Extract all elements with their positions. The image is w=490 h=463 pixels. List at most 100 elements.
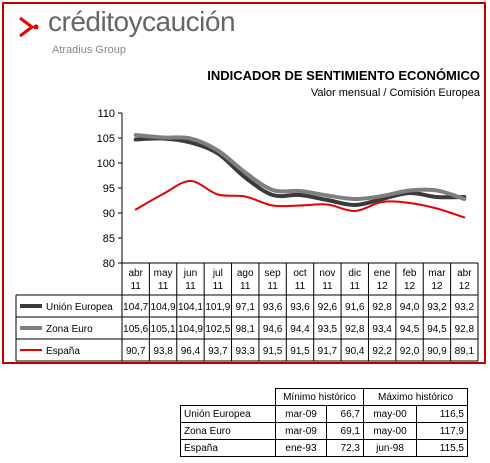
- table-row: España ene-93 72,3 jun-98 115,5: [180, 439, 468, 457]
- historical-table: Mínimo histórico Máximo histórico Unión …: [180, 388, 468, 457]
- data-label: 104,7: [123, 302, 148, 313]
- data-label: 90,9: [427, 346, 447, 357]
- x-tick-label-year: 11: [322, 281, 333, 292]
- max-value: 116,5: [416, 405, 468, 423]
- max-value: 115,5: [416, 439, 468, 457]
- table-row: Unión Europea mar-09 66,7 may-00 116,5: [180, 405, 468, 423]
- data-label: 92,8: [455, 324, 475, 335]
- x-tick-label-month: abr: [457, 268, 472, 279]
- data-label: 92,6: [318, 302, 338, 313]
- x-tick-label-month: sep: [265, 268, 282, 279]
- data-label: 94,5: [427, 324, 447, 335]
- x-tick-label-month: nov: [319, 268, 335, 279]
- series-line-2: [133, 133, 467, 202]
- data-label: 102,5: [205, 324, 230, 335]
- min-value: 69,1: [326, 422, 364, 440]
- brand-logo: créditoycaución Atradius Group: [18, 6, 258, 66]
- data-label: 92,2: [372, 346, 392, 357]
- row-name: Unión Europea: [180, 405, 276, 423]
- data-label: 105,6: [123, 324, 148, 335]
- data-label: 93,8: [153, 346, 173, 357]
- data-label: 93,3: [235, 346, 255, 357]
- data-label: 93,2: [455, 302, 475, 313]
- data-label: 93,6: [263, 302, 283, 313]
- min-date: mar-09: [275, 405, 327, 423]
- data-label: 94,4: [290, 324, 310, 335]
- max-value: 117,9: [416, 422, 468, 440]
- x-tick-label-month: dic: [348, 268, 361, 279]
- x-tick-label-year: 11: [158, 281, 169, 292]
- x-tick-label-year: 12: [377, 281, 389, 292]
- data-label: 91,6: [345, 302, 365, 313]
- chart-title: INDICADOR DE SENTIMIENTO ECONÓMICO: [207, 68, 480, 83]
- y-tick-label: 110: [97, 108, 115, 120]
- data-label: 93,2: [427, 302, 447, 313]
- x-tick-label-month: ene: [374, 268, 391, 279]
- max-date: may-00: [363, 422, 417, 440]
- data-label: 94,0: [400, 302, 420, 313]
- data-label: 98,1: [235, 324, 255, 335]
- data-label: 92,8: [372, 302, 392, 313]
- data-label: 94,6: [263, 324, 283, 335]
- x-tick-label-year: 11: [267, 281, 278, 292]
- y-tick-label: 85: [103, 233, 115, 245]
- data-label: 91,5: [290, 346, 310, 357]
- x-tick-label-month: oct: [293, 268, 307, 279]
- data-label: 91,7: [318, 346, 338, 357]
- x-tick-label-month: may: [154, 268, 173, 279]
- data-label: 104,1: [178, 302, 203, 313]
- x-tick-label-month: jun: [183, 268, 197, 279]
- data-label: 93,4: [372, 324, 392, 335]
- brand-name: créditoycaución: [48, 6, 236, 37]
- x-tick-label-year: 11: [240, 281, 251, 292]
- min-date: ene-93: [275, 439, 327, 457]
- x-tick-label-month: mar: [428, 268, 446, 279]
- series-line-1: [133, 136, 467, 208]
- x-tick-label-month: abr: [128, 268, 143, 279]
- row-name: Zona Euro: [180, 422, 276, 440]
- data-label: 94,5: [400, 324, 420, 335]
- brand-arrow-icon: [19, 16, 39, 38]
- y-tick-label: 105: [97, 133, 115, 145]
- min-value: 66,7: [326, 405, 364, 423]
- data-label: 91,5: [263, 346, 283, 357]
- min-header: Mínimo histórico: [275, 388, 364, 406]
- y-tick-label: 95: [103, 183, 115, 195]
- y-tick-label: 90: [103, 208, 115, 220]
- series-line-3: [134, 179, 466, 219]
- data-label: 93,7: [208, 346, 228, 357]
- row-name: España: [180, 439, 276, 457]
- x-tick-label-year: 11: [295, 281, 306, 292]
- legend-label: España: [46, 346, 80, 357]
- y-tick-label: 100: [97, 158, 115, 170]
- x-tick-label-year: 12: [459, 281, 471, 292]
- max-header: Máximo histórico: [363, 388, 468, 406]
- x-tick-label-year: 12: [404, 281, 416, 292]
- data-label: 104,9: [178, 324, 203, 335]
- max-date: jun-98: [363, 439, 417, 457]
- min-date: mar-09: [275, 422, 327, 440]
- x-tick-label-month: jul: [212, 268, 223, 279]
- data-label: 90,7: [126, 346, 146, 357]
- x-tick-label-year: 11: [213, 281, 224, 292]
- data-label: 101,9: [205, 302, 230, 313]
- legend-label: Zona Euro: [46, 324, 93, 335]
- table-row: Zona Euro mar-09 69,1 may-00 117,9: [180, 422, 468, 440]
- x-tick-label-month: feb: [403, 268, 417, 279]
- data-label: 90,4: [345, 346, 365, 357]
- data-label: 105,1: [151, 324, 176, 335]
- chart-subtitle: Valor mensual / Comisión Europea: [310, 87, 480, 99]
- data-label: 92,8: [345, 324, 365, 335]
- legend-label: Unión Europea: [46, 302, 113, 313]
- x-tick-label-year: 11: [350, 281, 361, 292]
- data-label: 92,0: [400, 346, 420, 357]
- x-tick-label-year: 11: [185, 281, 196, 292]
- line-chart: 80 85 90 95 100 105 110 abr 11 may 11 jun 11 jul 11 ago…: [15, 108, 479, 362]
- data-label: 93,5: [318, 324, 338, 335]
- x-tick-label-year: 12: [431, 281, 443, 292]
- data-label: 96,4: [181, 346, 201, 357]
- chart-frame: [2, 2, 486, 364]
- historical-table-corner: [181, 389, 276, 406]
- max-date: may-00: [363, 405, 417, 423]
- brand-subline: Atradius Group: [52, 44, 126, 56]
